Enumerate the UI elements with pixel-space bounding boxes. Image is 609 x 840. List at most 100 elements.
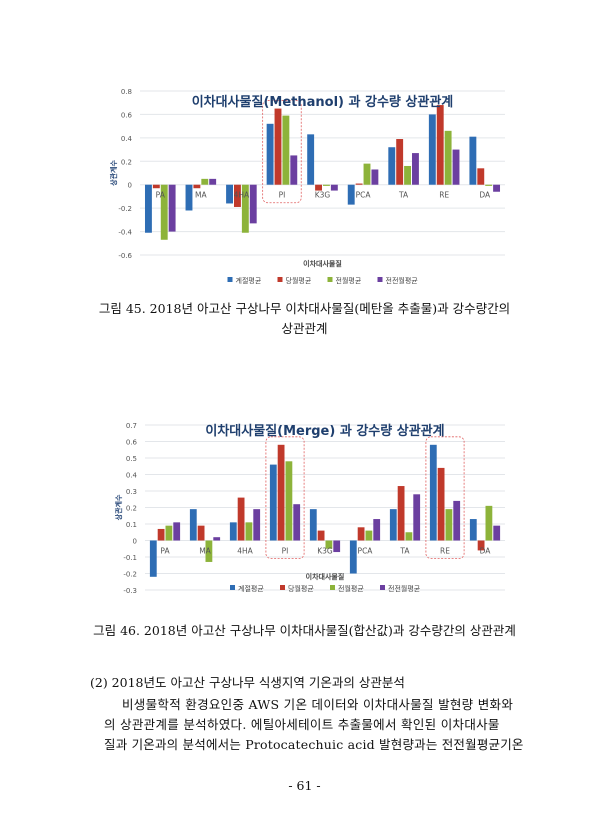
- y-tick-label: 0.8: [121, 88, 132, 96]
- bar-RE-0: [429, 444, 437, 541]
- x-tick-label: MA: [195, 191, 207, 200]
- bar-PCA-0: [347, 184, 355, 205]
- x-tick-label: RE: [440, 547, 450, 556]
- bar-4HA-3: [253, 509, 261, 541]
- bar-TA-1: [396, 139, 404, 185]
- bar-RE-2: [444, 130, 452, 185]
- legend-label: 전월평균: [338, 584, 364, 593]
- bar-K3G-3: [330, 184, 338, 191]
- bar-PI-0: [266, 123, 274, 185]
- bar-4HA-3: [249, 184, 257, 224]
- legend-swatch: [227, 277, 233, 282]
- bar-PI-3: [290, 155, 298, 185]
- bar-DA-3: [493, 525, 501, 541]
- bar-MA-2: [201, 178, 209, 185]
- y-tick-label: -0.4: [118, 229, 132, 237]
- highlight-box: [262, 100, 302, 204]
- bar-RE-1: [436, 105, 444, 185]
- y-tick-label: 0.1: [126, 521, 137, 529]
- bar-K3G-2: [323, 184, 330, 186]
- bar-4HA-0: [226, 184, 233, 204]
- x-tick-label: PCA: [358, 547, 374, 556]
- bar-PCA-2: [365, 530, 373, 541]
- bar-MA-1: [197, 525, 205, 541]
- bar-4HA-2: [241, 184, 249, 233]
- bar-TA-2: [405, 532, 413, 541]
- y-tick-label: 0: [128, 182, 132, 190]
- legend-label: 계절평균: [236, 276, 262, 285]
- highlight-box: [265, 436, 305, 559]
- page-number: - 61 -: [288, 778, 321, 793]
- legend-swatch: [377, 277, 383, 282]
- x-tick-label: DA: [479, 191, 491, 200]
- bar-4HA-0: [229, 522, 237, 541]
- paragraph-line: 의 상관관계를 분석하였다. 에틸아세테이트 추출물에서 확인된 이차대사물: [104, 717, 500, 732]
- bar-PI-0: [269, 464, 277, 541]
- y-tick-label: 0.6: [121, 111, 133, 119]
- x-tick-label: 4HA: [237, 547, 253, 556]
- bar-DA-2: [485, 505, 493, 541]
- paragraph-line: 질과 기온과의 분석에서는 Protocatechuic acid 발현량과는 …: [104, 737, 524, 752]
- bar-RE-2: [445, 509, 453, 541]
- legend-swatch: [280, 585, 285, 590]
- bar-TA-0: [388, 147, 396, 185]
- bar-4HA-1: [233, 184, 241, 207]
- x-tick-label: K3G: [317, 547, 333, 556]
- y-tick-label: -0.2: [123, 571, 137, 579]
- legend-label: 당월평균: [286, 276, 312, 285]
- y-tick-label: -0.6: [118, 252, 132, 260]
- bar-DA-0: [469, 519, 477, 541]
- x-tick-label: MA: [199, 547, 211, 556]
- bar-PCA-0: [349, 540, 357, 574]
- bar-RE-3: [453, 500, 461, 541]
- figure-45-caption: 그림 45. 2018년 아고산 구상나무 이차대사물질(메탄올 추출물)과 강…: [98, 301, 511, 316]
- bar-RE-3: [452, 149, 460, 185]
- y-tick-label: 0.5: [126, 455, 137, 463]
- bar-MA-2: [205, 540, 213, 562]
- legend-label: 전월평균: [336, 276, 362, 285]
- bar-PCA-1: [357, 527, 365, 541]
- x-tick-label: PA: [160, 547, 170, 556]
- bar-MA-0: [189, 509, 197, 541]
- bar-K3G-1: [315, 184, 322, 191]
- bar-PI-1: [274, 108, 282, 185]
- bar-DA-3: [493, 184, 501, 192]
- bar-PA-2: [160, 184, 168, 240]
- bar-K3G-0: [307, 134, 315, 185]
- y-tick-label: -0.1: [123, 554, 137, 562]
- x-tick-label: K3G: [315, 191, 331, 200]
- y-axis-label: 상관계수: [109, 160, 118, 186]
- bar-PCA-2: [363, 163, 371, 185]
- bar-MA-3: [209, 178, 217, 185]
- bar-MA-3: [213, 537, 221, 541]
- bar-PA-3: [168, 184, 176, 232]
- bar-DA-0: [469, 136, 477, 185]
- legend-swatch: [380, 585, 385, 590]
- bar-DA-1: [477, 540, 485, 551]
- y-tick-label: 0: [133, 538, 137, 546]
- bar-PCA-3: [373, 519, 381, 541]
- bar-TA-3: [413, 494, 421, 541]
- bar-PA-1: [157, 528, 165, 541]
- chart-title: 이차대사물질(Methanol) 과 강수량 상관관계: [192, 94, 454, 110]
- chart-title: 이차대사물질(Merge) 과 강수량 상관관계: [205, 423, 444, 439]
- merge-correlation-chart: 0.7 0.6 0.5 0.4 0.3 0.2 0.1 0 -0.1 -0.2 -0.3 PA MA 4H…: [114, 422, 505, 595]
- bar-PI-2: [285, 461, 293, 541]
- bar-DA-2: [485, 184, 493, 186]
- y-tick-label: -0.2: [118, 205, 132, 213]
- bar-MA-0: [185, 184, 193, 211]
- legend-swatch: [277, 277, 283, 282]
- legend-label: 당월평균: [288, 584, 314, 593]
- bar-PI-3: [293, 504, 301, 541]
- x-tick-label: PA: [156, 191, 166, 200]
- x-tick-label: TA: [399, 547, 410, 556]
- x-tick-label: TA: [398, 191, 409, 200]
- section-heading: (2) 2018년도 아고산 구상나무 식생지역 기온과의 상관분석: [90, 675, 405, 690]
- bar-TA-3: [412, 153, 419, 185]
- x-tick-label: PI: [282, 547, 289, 556]
- bar-TA-1: [397, 486, 405, 541]
- y-tick-label: 0.2: [126, 505, 137, 513]
- figure-45-caption-line2: 상관관계: [281, 321, 328, 336]
- x-tick-label: RE: [439, 191, 449, 200]
